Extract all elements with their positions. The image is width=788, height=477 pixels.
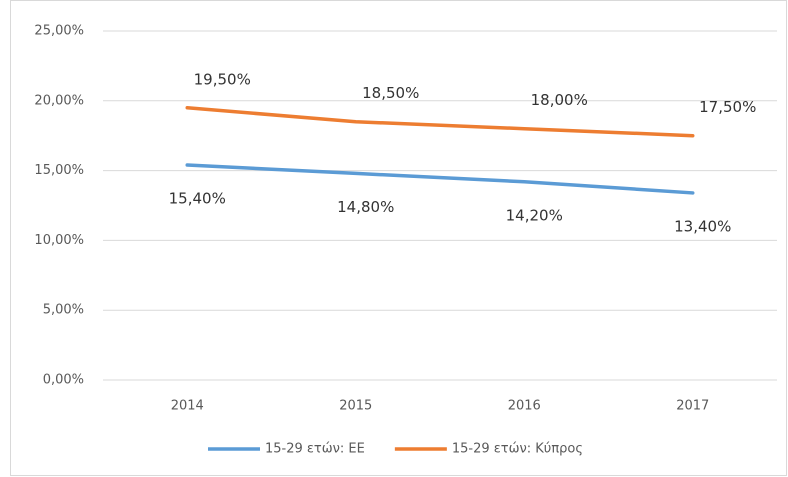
series-line	[185, 163, 695, 195]
data-label: 15,40%	[169, 190, 226, 208]
chart-border	[10, 0, 787, 476]
data-label: 14,80%	[337, 198, 394, 216]
x-tick-label: 2015	[339, 399, 372, 414]
y-tick-label: 20,00%	[34, 93, 84, 108]
data-label: 17,50%	[699, 98, 756, 116]
data-label: 13,40%	[674, 217, 731, 235]
legend-label: 15-29 ετών: ΕΕ	[265, 442, 365, 457]
legend-label: 15-29 ετών: Κύπρος	[452, 442, 583, 457]
x-tick-label: 2014	[171, 399, 204, 414]
y-tick-label: 25,00%	[34, 24, 84, 39]
x-tick-label: 2017	[676, 399, 709, 414]
y-tick-label: 5,00%	[43, 303, 84, 318]
data-label: 14,20%	[506, 206, 563, 224]
series-line	[185, 106, 695, 138]
y-tick-label: 10,00%	[34, 233, 84, 248]
x-tick-label: 2016	[508, 399, 541, 414]
data-label: 18,00%	[531, 91, 588, 109]
y-tick-label: 15,00%	[34, 163, 84, 178]
data-label: 18,50%	[362, 84, 419, 102]
data-label: 19,50%	[194, 70, 251, 88]
y-tick-label: 0,00%	[43, 373, 84, 388]
